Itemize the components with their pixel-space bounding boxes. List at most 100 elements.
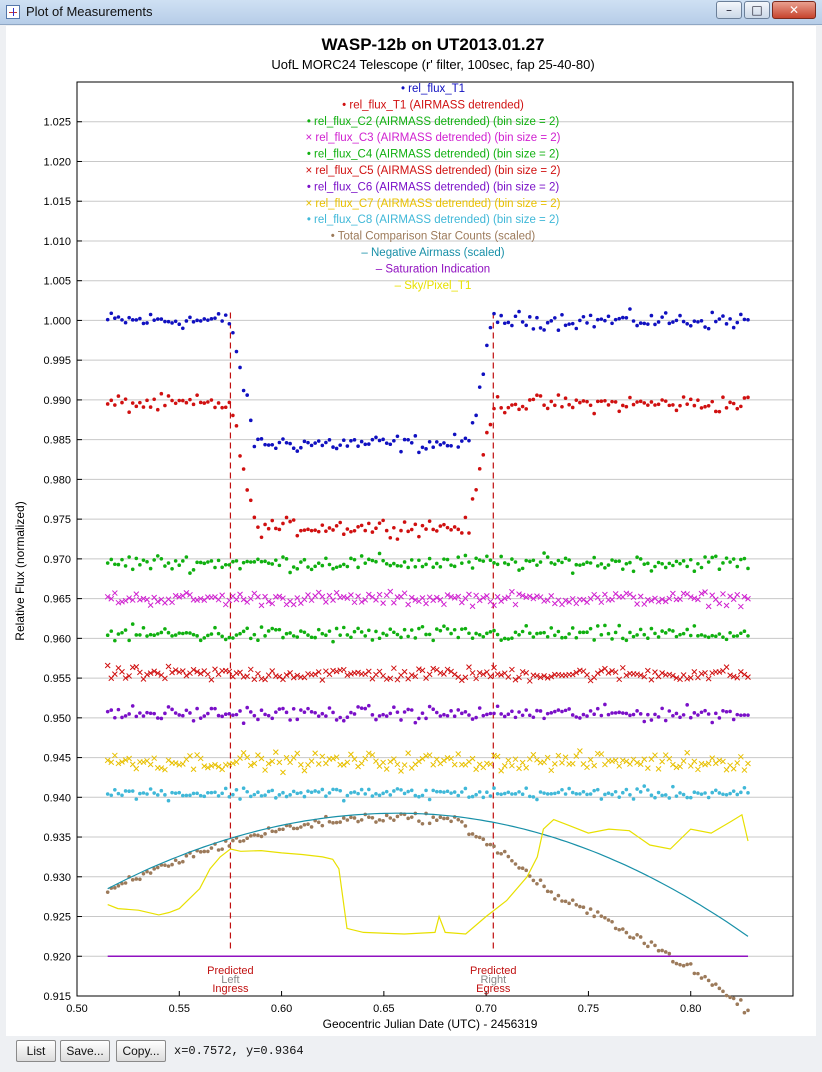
data-point xyxy=(681,395,686,399)
sky-pixel-line xyxy=(107,813,749,935)
data-point xyxy=(742,713,747,717)
data-point xyxy=(133,663,140,670)
data-point xyxy=(448,593,454,600)
data-point xyxy=(130,704,135,708)
save-button[interactable]: Save... xyxy=(60,1040,110,1062)
data-point xyxy=(374,820,378,824)
y-tick-label: 0.940 xyxy=(43,792,71,804)
data-point xyxy=(681,319,686,324)
data-point xyxy=(623,590,630,597)
data-point xyxy=(696,791,700,795)
data-point xyxy=(377,438,382,443)
data-point xyxy=(656,715,661,719)
data-point xyxy=(216,558,221,563)
data-point xyxy=(324,529,328,533)
data-point xyxy=(510,636,514,640)
data-point xyxy=(395,537,400,541)
data-point xyxy=(527,559,532,564)
data-point xyxy=(717,409,722,414)
data-point xyxy=(145,869,149,874)
data-point xyxy=(671,563,675,568)
list-button[interactable]: List xyxy=(16,1040,56,1062)
data-point xyxy=(113,316,117,321)
data-point xyxy=(302,528,307,532)
data-point xyxy=(213,706,217,711)
data-point xyxy=(419,667,426,674)
data-point xyxy=(581,905,586,910)
data-point xyxy=(603,566,607,570)
data-point xyxy=(181,793,185,798)
data-point xyxy=(359,706,364,710)
data-point xyxy=(258,675,265,682)
copy-button[interactable]: Copy... xyxy=(116,1040,166,1062)
data-point xyxy=(198,716,203,720)
data-point xyxy=(524,558,529,563)
x-tick-label: 0.70 xyxy=(475,1003,496,1015)
data-point xyxy=(356,626,360,631)
y-tick-label: 1.005 xyxy=(43,276,71,288)
data-point xyxy=(631,712,636,717)
data-point xyxy=(667,709,672,713)
data-point xyxy=(388,563,393,568)
data-point xyxy=(116,315,121,319)
data-point xyxy=(745,760,751,767)
data-point xyxy=(252,560,257,564)
chart-svg[interactable]: WASP-12b on UT2013.01.27 UofL MORC24 Tel… xyxy=(6,26,816,1036)
data-point xyxy=(678,313,682,318)
data-point xyxy=(495,394,500,399)
data-point xyxy=(463,436,468,441)
data-point xyxy=(181,559,185,563)
data-point xyxy=(674,711,679,716)
title-bar[interactable]: Plot of Measurements – □ ✕ xyxy=(0,0,822,25)
data-point xyxy=(698,760,705,767)
data-point xyxy=(367,442,371,446)
data-point xyxy=(127,315,131,320)
data-point xyxy=(746,566,750,571)
data-point xyxy=(216,401,221,405)
data-point xyxy=(588,709,593,713)
maximize-icon[interactable]: □ xyxy=(744,1,770,19)
data-point xyxy=(724,993,729,998)
data-point xyxy=(391,599,397,606)
data-point xyxy=(202,794,207,799)
data-point xyxy=(166,798,171,803)
data-point xyxy=(452,627,457,632)
data-point xyxy=(592,638,596,642)
data-point xyxy=(706,326,711,331)
data-point xyxy=(599,562,604,566)
x-axis-label: Geocentric Julian Date (UTC) - 2456319 xyxy=(323,1017,538,1031)
data-point xyxy=(299,560,303,564)
data-point xyxy=(591,591,598,598)
data-point xyxy=(111,671,118,677)
data-point xyxy=(485,430,489,435)
data-point xyxy=(216,631,221,636)
data-point xyxy=(613,711,618,715)
data-point xyxy=(122,597,129,604)
data-point xyxy=(730,765,737,772)
data-point xyxy=(627,761,633,767)
data-point xyxy=(137,669,143,676)
data-point xyxy=(624,316,629,320)
data-point xyxy=(670,672,676,679)
data-point xyxy=(502,561,507,565)
data-point xyxy=(111,590,118,596)
data-point xyxy=(245,393,249,397)
data-point xyxy=(449,563,453,567)
data-point xyxy=(598,751,605,757)
legend-entry: × rel_flux_C3 (AIRMASS detrended) (bin s… xyxy=(305,132,560,144)
data-point xyxy=(581,314,586,319)
minimize-icon[interactable]: – xyxy=(716,1,742,19)
data-point xyxy=(234,633,239,637)
data-point xyxy=(691,595,698,602)
close-icon[interactable]: ✕ xyxy=(772,1,816,19)
data-point xyxy=(163,863,167,867)
data-point xyxy=(159,557,164,561)
data-point xyxy=(381,437,385,442)
plot-area[interactable]: WASP-12b on UT2013.01.27 UofL MORC24 Tel… xyxy=(6,26,816,1036)
data-point xyxy=(266,629,271,633)
data-point xyxy=(113,787,117,792)
data-point xyxy=(628,793,632,797)
data-point xyxy=(620,636,625,641)
data-point xyxy=(290,601,297,608)
data-point xyxy=(569,671,576,678)
